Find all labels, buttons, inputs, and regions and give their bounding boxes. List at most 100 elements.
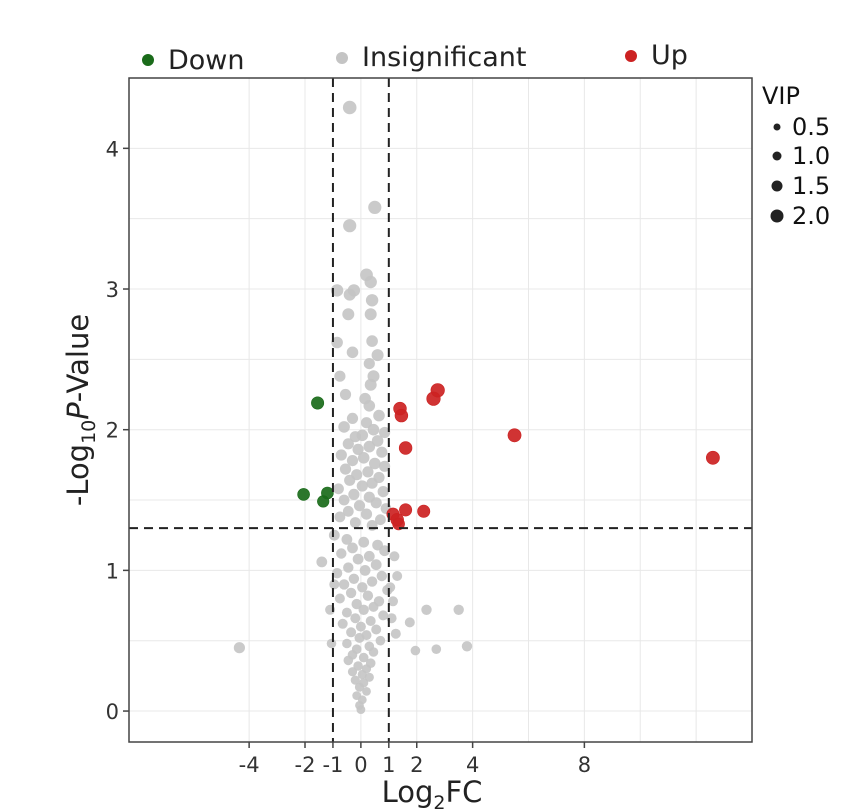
- y-tick-label: 3: [106, 278, 119, 302]
- point-insignificant: [345, 587, 357, 599]
- point-insignificant: [346, 627, 357, 638]
- point-insignificant: [431, 644, 442, 654]
- y-tick-label: 0: [106, 700, 119, 724]
- color-legend: Down Insignificant Up: [142, 40, 688, 76]
- point-insignificant: [366, 477, 378, 489]
- vip-legend-label-0-5: 0.5: [792, 113, 830, 141]
- y-axis-title-main: -Log: [61, 444, 95, 506]
- point-insignificant: [337, 618, 348, 629]
- y-axis-title-italic: P: [61, 402, 95, 420]
- point-up: [398, 441, 413, 455]
- point-insignificant: [347, 542, 358, 554]
- point-insignificant: [347, 667, 358, 677]
- point-insignificant: [453, 604, 464, 615]
- point-insignificant: [368, 200, 382, 214]
- data-points: [233, 100, 720, 714]
- point-insignificant: [379, 545, 390, 557]
- point-down: [311, 396, 325, 410]
- point-up: [426, 391, 441, 406]
- point-insignificant: [360, 508, 373, 520]
- point-insignificant: [333, 483, 344, 495]
- legend-down-label: Down: [168, 45, 245, 76]
- point-insignificant: [354, 682, 365, 692]
- point-insignificant: [371, 349, 384, 362]
- point-insignificant: [329, 579, 340, 590]
- point-insignificant: [358, 652, 369, 663]
- point-insignificant: [334, 511, 346, 523]
- point-insignificant: [348, 488, 360, 500]
- point-insignificant: [385, 582, 396, 593]
- point-insignificant: [342, 638, 352, 649]
- y-tick-label: 4: [106, 137, 119, 161]
- legend-insignificant-marker: [336, 52, 348, 64]
- y-axis-ticks: 0 1 2 3 4: [106, 137, 129, 724]
- point-insignificant: [348, 573, 360, 584]
- x-tick-label: -4: [239, 753, 260, 777]
- point-insignificant: [362, 590, 374, 601]
- point-up: [394, 408, 409, 423]
- point-insignificant: [369, 457, 381, 470]
- point-insignificant: [389, 551, 400, 562]
- point-insignificant: [334, 593, 345, 604]
- point-insignificant: [330, 284, 344, 297]
- vip-legend-label-2-0: 2.0: [792, 202, 830, 230]
- point-insignificant: [461, 641, 473, 652]
- point-insignificant: [346, 346, 359, 359]
- y-tick-label: 1: [106, 559, 119, 583]
- point-insignificant: [377, 486, 389, 498]
- point-insignificant: [349, 517, 361, 528]
- point-insignificant: [357, 669, 367, 680]
- x-tick-label: -1: [322, 753, 343, 777]
- point-insignificant: [392, 571, 403, 581]
- point-insignificant: [352, 443, 364, 455]
- x-tick-label: -2: [295, 753, 316, 777]
- point-insignificant: [338, 494, 350, 506]
- point-insignificant: [366, 335, 378, 347]
- point-insignificant: [353, 500, 366, 512]
- x-axis-title-tail: FC: [445, 775, 482, 809]
- x-axis-title-subscript: 2: [433, 792, 445, 812]
- point-insignificant: [326, 638, 337, 649]
- point-insignificant: [335, 449, 347, 461]
- point-insignificant: [357, 452, 370, 464]
- x-tick-label: 0: [354, 753, 367, 777]
- point-insignificant: [344, 474, 356, 486]
- vip-legend-label-1-0: 1.0: [792, 142, 830, 170]
- point-insignificant: [366, 576, 378, 587]
- point-insignificant: [350, 613, 361, 624]
- point-insignificant: [341, 607, 352, 618]
- y-axis-title: -Log10P-Value: [61, 314, 100, 506]
- point-insignificant: [346, 455, 359, 467]
- point-insignificant: [368, 601, 379, 612]
- point-insignificant: [354, 632, 365, 643]
- point-insignificant: [365, 616, 376, 626]
- point-insignificant: [342, 100, 357, 115]
- point-up: [392, 517, 405, 531]
- vip-legend-marker-1-0: [772, 151, 782, 161]
- point-insignificant: [366, 520, 378, 531]
- point-insignificant: [379, 426, 391, 439]
- point-insignificant: [368, 647, 379, 657]
- point-insignificant: [363, 358, 375, 370]
- point-insignificant: [360, 417, 373, 429]
- point-insignificant: [331, 568, 343, 579]
- point-insignificant: [316, 556, 328, 568]
- point-insignificant: [341, 534, 353, 545]
- point-insignificant: [359, 565, 371, 576]
- point-insignificant: [342, 308, 355, 321]
- point-insignificant: [356, 705, 366, 714]
- point-insignificant: [346, 412, 359, 424]
- x-tick-label: 8: [578, 753, 591, 777]
- point-insignificant: [351, 598, 362, 610]
- point-up: [507, 428, 522, 443]
- point-insignificant: [358, 536, 370, 548]
- point-insignificant: [356, 480, 368, 492]
- point-insignificant: [233, 642, 245, 654]
- legend-down-marker: [142, 54, 154, 66]
- point-insignificant: [370, 497, 382, 509]
- point-insignificant: [390, 628, 401, 639]
- x-axis-title-main: Log: [382, 775, 434, 809]
- point-insignificant: [364, 672, 374, 682]
- point-insignificant: [349, 431, 361, 443]
